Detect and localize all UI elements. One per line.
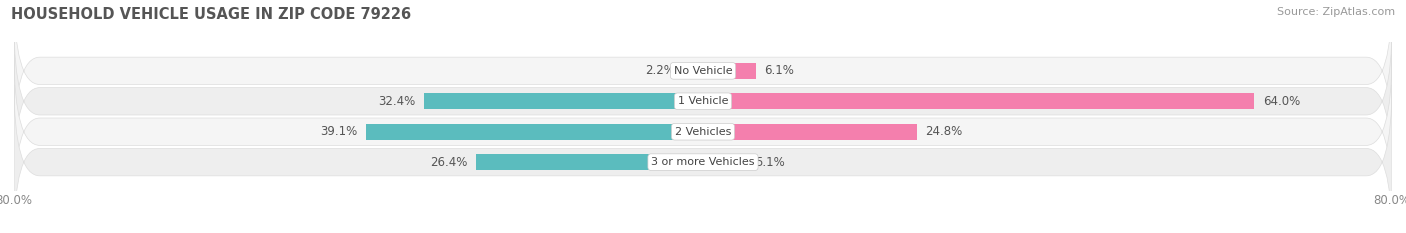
- Text: 26.4%: 26.4%: [430, 156, 467, 169]
- Bar: [425, 93, 703, 109]
- Text: 2.2%: 2.2%: [645, 64, 675, 77]
- FancyBboxPatch shape: [14, 85, 1392, 233]
- Text: 1 Vehicle: 1 Vehicle: [678, 96, 728, 106]
- FancyBboxPatch shape: [14, 54, 1392, 209]
- Text: 32.4%: 32.4%: [378, 95, 415, 108]
- Text: 5.1%: 5.1%: [755, 156, 786, 169]
- Bar: [703, 63, 755, 79]
- Text: 3 or more Vehicles: 3 or more Vehicles: [651, 157, 755, 167]
- Text: 24.8%: 24.8%: [925, 125, 963, 138]
- FancyBboxPatch shape: [14, 24, 1392, 179]
- FancyBboxPatch shape: [14, 0, 1392, 148]
- Text: 39.1%: 39.1%: [321, 125, 357, 138]
- Text: 2 Vehicles: 2 Vehicles: [675, 127, 731, 137]
- Text: 6.1%: 6.1%: [763, 64, 794, 77]
- Bar: [685, 63, 703, 79]
- Bar: [703, 93, 1254, 109]
- Bar: [703, 124, 917, 140]
- Text: HOUSEHOLD VEHICLE USAGE IN ZIP CODE 79226: HOUSEHOLD VEHICLE USAGE IN ZIP CODE 7922…: [11, 7, 412, 22]
- Bar: [703, 154, 747, 170]
- Text: No Vehicle: No Vehicle: [673, 66, 733, 76]
- Text: Source: ZipAtlas.com: Source: ZipAtlas.com: [1277, 7, 1395, 17]
- Bar: [367, 124, 703, 140]
- Text: 64.0%: 64.0%: [1263, 95, 1301, 108]
- Bar: [475, 154, 703, 170]
